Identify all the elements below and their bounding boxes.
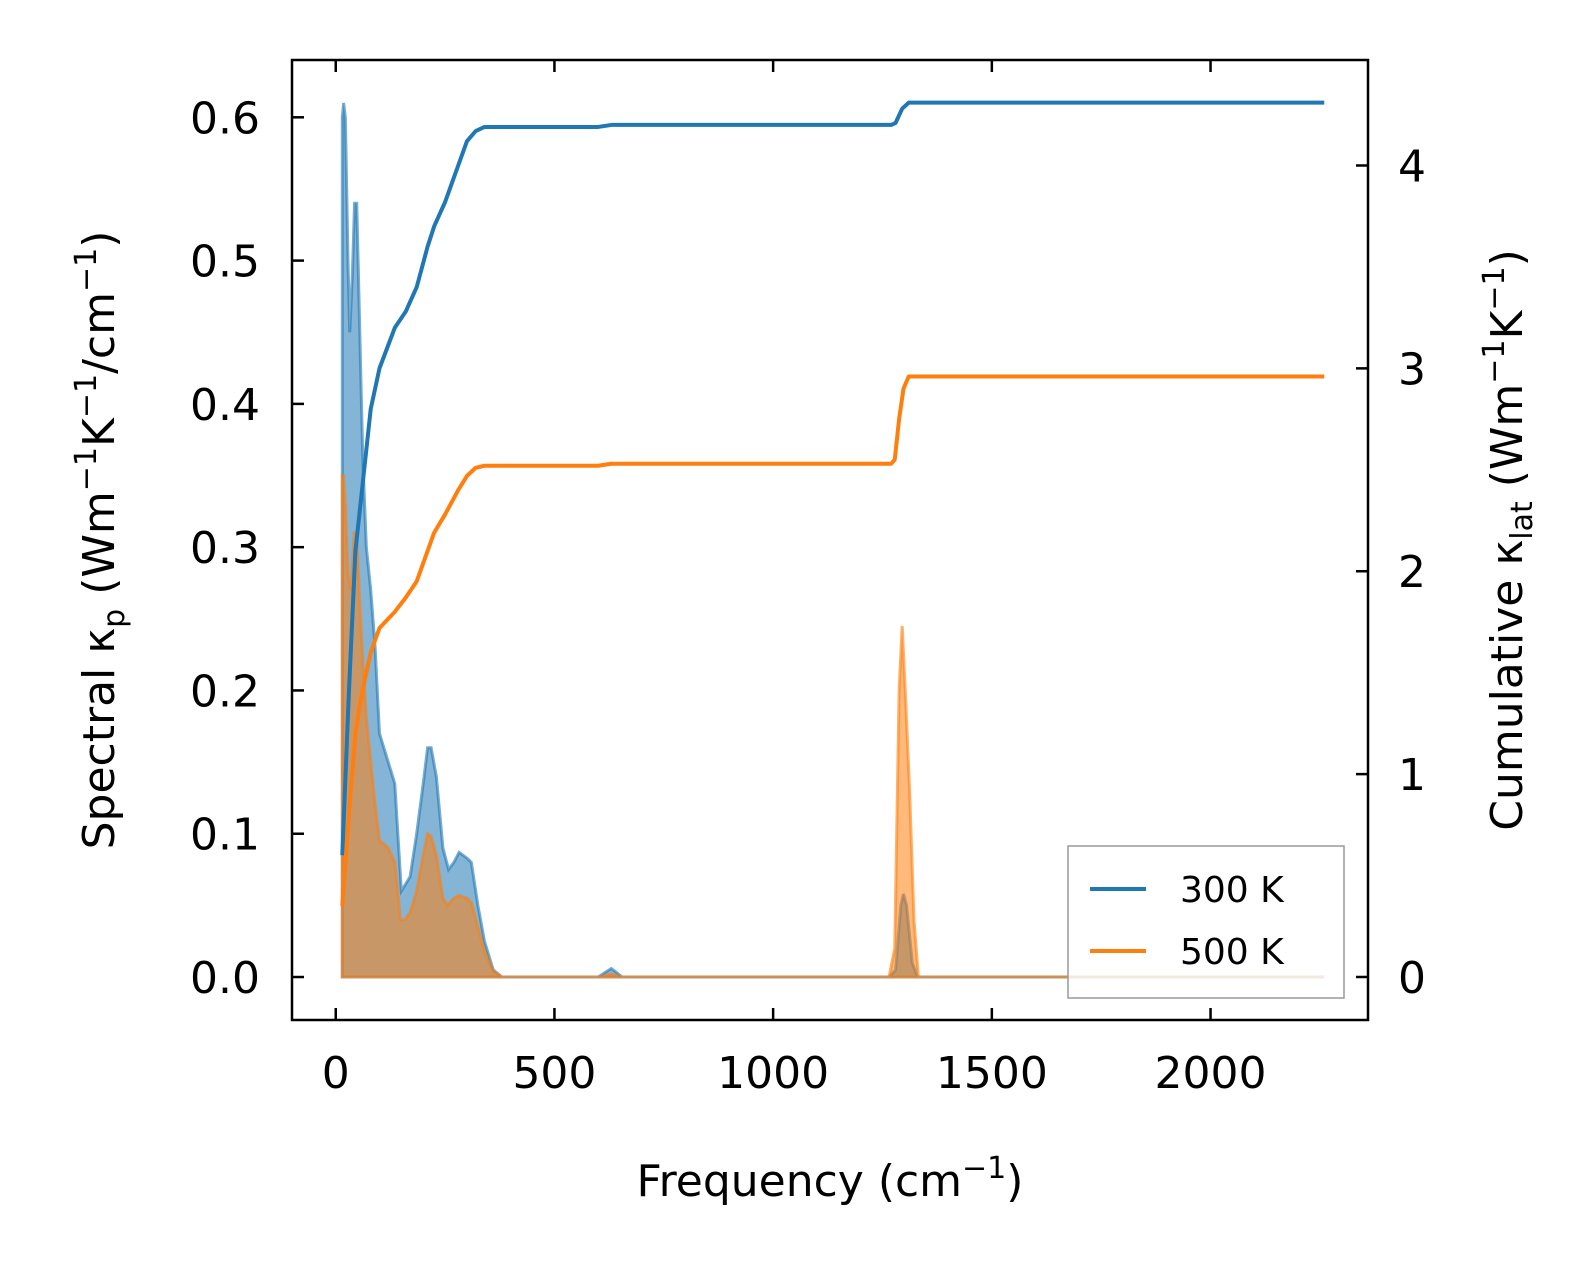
y-right-tick-label-0: 0 bbox=[1398, 953, 1426, 1004]
y-left-tick-label-0.4: 0.4 bbox=[190, 380, 260, 431]
y-right-tick-label-4: 4 bbox=[1398, 141, 1426, 192]
y-left-axis-label: Spectral κp (Wm−1K−1/cm−1) bbox=[69, 231, 132, 850]
legend-label-300k: 300 K bbox=[1180, 870, 1285, 911]
y-right-tick-label-3: 3 bbox=[1398, 344, 1426, 395]
legend: 300 K 500 K bbox=[1067, 845, 1345, 999]
x-tick-label-1500: 1500 bbox=[936, 1048, 1048, 1099]
y-left-tick-label-0.5: 0.5 bbox=[190, 237, 260, 288]
y-left-tick-label-0.6: 0.6 bbox=[190, 93, 260, 144]
spectral-fill-500k bbox=[340, 474, 1325, 979]
y-left-tick-label-0.0: 0.0 bbox=[190, 953, 260, 1004]
legend-label-500k: 500 K bbox=[1180, 932, 1285, 973]
spectral-fills bbox=[340, 102, 1325, 979]
x-tick-label-500: 500 bbox=[512, 1048, 596, 1099]
y-left-axis-ticks: 0.0 0.1 0.2 0.3 0.4 0.5 0.6 bbox=[190, 93, 304, 1004]
y-left-tick-label-0.2: 0.2 bbox=[190, 666, 260, 717]
x-tick-label-1000: 1000 bbox=[717, 1048, 829, 1099]
y-right-axis-label: Cumulative κlat (Wm−1K−1) bbox=[1477, 249, 1540, 831]
y-right-tick-label-2: 2 bbox=[1398, 547, 1426, 598]
series-lines bbox=[340, 100, 1325, 907]
cumulative-line-300k bbox=[340, 100, 1325, 856]
x-tick-label-0: 0 bbox=[322, 1048, 350, 1099]
y-right-axis-ticks: 0 1 2 3 4 bbox=[1356, 141, 1426, 1004]
legend-frame bbox=[1067, 845, 1345, 999]
x-axis-ticks: 0 500 1000 1500 2000 bbox=[322, 60, 1267, 1099]
axes-frame bbox=[290, 58, 1370, 1022]
cumulative-line-500k bbox=[340, 374, 1325, 907]
y-left-tick-label-0.1: 0.1 bbox=[190, 810, 260, 861]
x-axis-label: Frequency (cm−1) bbox=[637, 1151, 1024, 1207]
y-left-tick-label-0.3: 0.3 bbox=[190, 523, 260, 574]
x-tick-label-2000: 2000 bbox=[1155, 1048, 1267, 1099]
y-right-tick-label-1: 1 bbox=[1398, 750, 1426, 801]
